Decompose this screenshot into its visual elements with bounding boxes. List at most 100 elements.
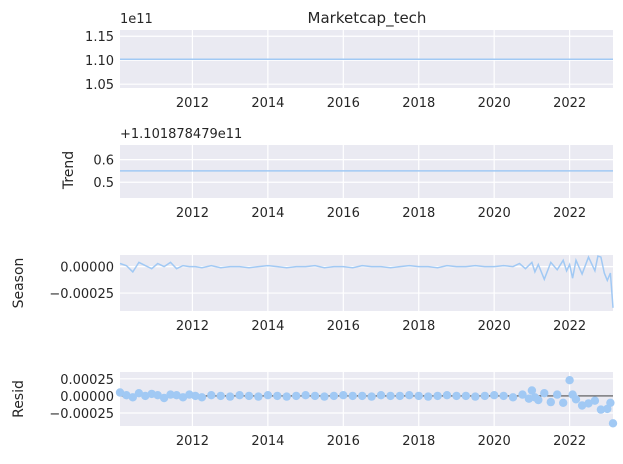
x-tick-label: 2022 [553, 319, 586, 334]
resid-point [480, 391, 489, 401]
resid-point [263, 391, 273, 400]
resid-point [414, 391, 423, 401]
x-tick-label: 2022 [553, 206, 586, 221]
resid-point [244, 391, 254, 401]
resid-point [608, 419, 618, 428]
resid-point [216, 391, 225, 401]
resid-point [584, 399, 593, 408]
x-tick-label: 2014 [251, 434, 284, 449]
panel-2: 2012 2014 2016 2018 2020 2022 0.5 0.6 +1.1018784… [61, 127, 613, 221]
resid-point [442, 391, 452, 400]
panel-3: 2012 2014 2016 2018 2020 2022 0.00000 −0.00025 S… [11, 255, 614, 334]
resid-point [527, 386, 537, 395]
resid-point [518, 390, 527, 399]
resid-point [282, 392, 291, 401]
resid-point [596, 405, 606, 414]
resid-point [461, 391, 471, 401]
x-tick-label: 2014 [251, 206, 284, 221]
resid-point [559, 398, 568, 407]
x-tick-label: 2018 [402, 206, 435, 221]
x-tick-label: 2014 [251, 319, 284, 334]
resid-point [565, 376, 574, 385]
resid-point [405, 391, 414, 400]
resid-point [134, 389, 144, 398]
resid-point [301, 391, 310, 400]
x-tick-label: 2016 [327, 96, 360, 111]
resid-point [235, 391, 244, 400]
x-tick-label: 2022 [553, 434, 586, 449]
resid-point [499, 391, 508, 401]
resid-point [115, 388, 125, 397]
resid-point [386, 391, 395, 401]
resid-point [122, 391, 131, 400]
x-tick-label: 2014 [251, 96, 284, 111]
y-tick-label: 0.00000 [60, 261, 114, 276]
resid-point [606, 398, 615, 407]
x-tick-label: 2016 [327, 319, 360, 334]
series-line [119, 255, 614, 308]
axis-offset-text: +1.101878479e11 [120, 127, 242, 142]
y-tick-label: −0.00025 [49, 287, 114, 302]
resid-point [273, 391, 282, 401]
panel-1: 2012 2014 2016 2018 2020 2022 1.05 1.10 1.15 1e11 [85, 12, 613, 111]
resid-point [540, 389, 549, 398]
x-tick-label: 2016 [327, 206, 360, 221]
plot-area [120, 255, 613, 311]
x-tick-label: 2012 [176, 319, 209, 334]
resid-point [339, 391, 348, 400]
resid-point [310, 391, 320, 401]
y-axis-label: Trend [61, 151, 77, 190]
resid-point [571, 395, 581, 404]
resid-point [292, 391, 301, 401]
y-tick-label: 0.6 [93, 154, 114, 169]
resid-point [329, 391, 339, 401]
y-tick-label: 1.10 [85, 54, 114, 69]
resid-point [534, 395, 543, 405]
resid-point [197, 393, 207, 402]
x-tick-label: 2018 [402, 96, 435, 111]
resid-point [207, 391, 216, 400]
x-tick-label: 2018 [402, 319, 435, 334]
resid-point [577, 401, 587, 410]
resid-point [367, 392, 376, 401]
resid-point [141, 391, 150, 401]
resid-point [424, 392, 433, 401]
y-tick-label: 1.15 [85, 30, 114, 45]
x-tick-label: 2020 [478, 319, 511, 334]
x-tick-label: 2016 [327, 434, 360, 449]
resid-point [191, 391, 200, 401]
resid-point [546, 397, 555, 407]
y-tick-label: 0.00000 [60, 390, 114, 405]
resid-point [395, 391, 405, 401]
resid-point [553, 390, 562, 399]
resid-point [172, 391, 181, 400]
resid-point [254, 392, 263, 401]
resid-point [452, 391, 461, 401]
resid-point [166, 390, 175, 399]
x-tick-label: 2012 [176, 206, 209, 221]
resid-point [433, 391, 442, 401]
resid-point [159, 393, 169, 403]
resid-point [128, 393, 137, 402]
resid-point [178, 393, 188, 402]
x-tick-label: 2020 [478, 96, 511, 111]
x-tick-label: 2020 [478, 206, 511, 221]
panel-title: Marketcap_tech [308, 9, 427, 28]
x-tick-label: 2012 [176, 434, 209, 449]
resid-point [358, 391, 367, 401]
resid-point [471, 392, 480, 401]
resid-point [508, 393, 518, 402]
x-tick-label: 2018 [402, 434, 435, 449]
resid-point [348, 391, 357, 401]
y-tick-label: 0.5 [93, 176, 114, 191]
x-tick-label: 2012 [176, 96, 209, 111]
y-axis-label: Resid [11, 380, 27, 418]
resid-point [225, 392, 235, 401]
y-tick-label: −0.00025 [49, 407, 114, 422]
y-tick-label: 0.00025 [60, 373, 114, 388]
panel-4: 2012 2014 2016 2018 2020 2022 0.00025 0.00000 −0… [11, 372, 618, 449]
resid-point [590, 396, 600, 405]
resid-point [320, 392, 329, 401]
resid-point [490, 391, 499, 400]
